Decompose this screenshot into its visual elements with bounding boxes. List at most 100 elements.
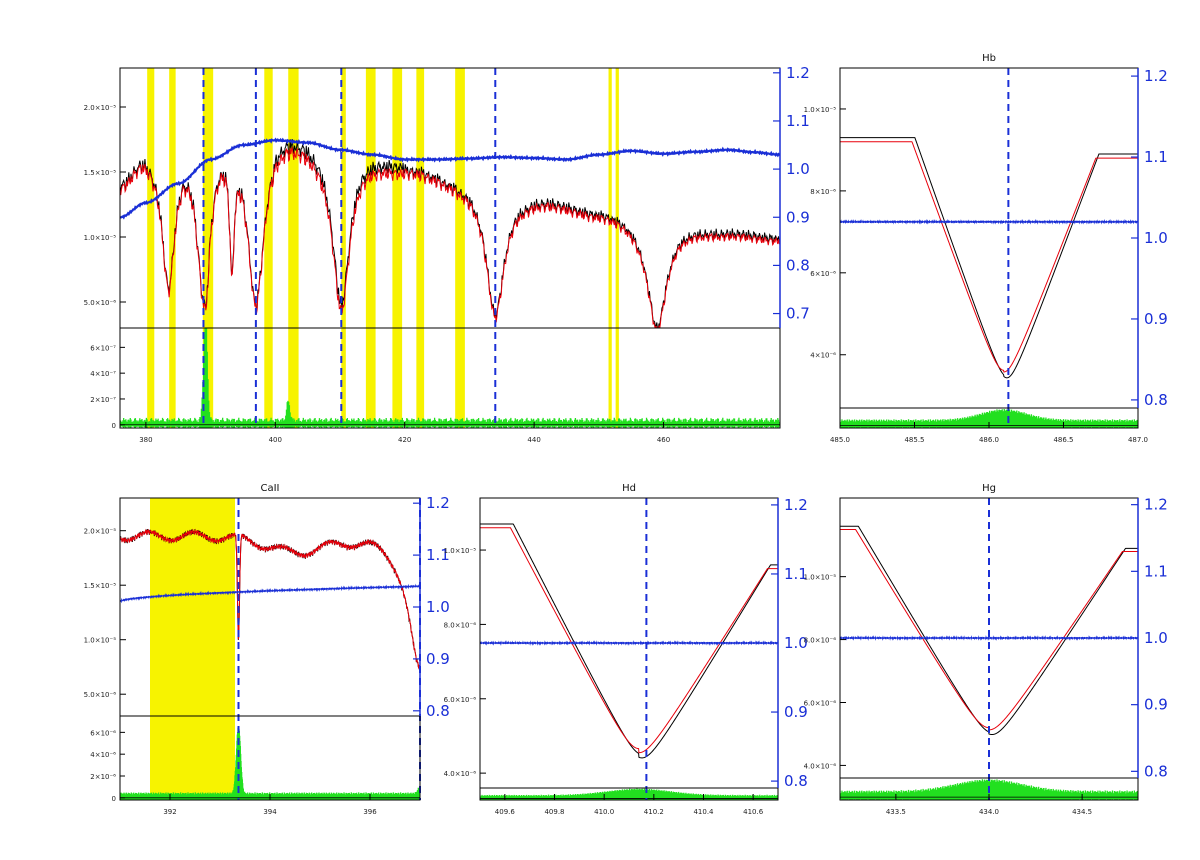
y-tick-label: 2.0×10⁻⁵ — [84, 528, 117, 536]
panel-title: CaII — [260, 483, 279, 494]
right-y-tick-label: 1.2 — [786, 64, 810, 82]
right-y-tick-label: 1.0 — [426, 598, 450, 616]
right-y-tick-label: 0.9 — [1144, 310, 1168, 328]
y-tick-label: 5.0×10⁻⁶ — [84, 691, 117, 699]
x-tick-label: 486.0 — [979, 436, 999, 444]
residual-band — [120, 726, 420, 800]
mask-band — [455, 68, 465, 428]
y-tick-label: 8×10⁻⁶ — [810, 188, 836, 196]
mask-band — [264, 68, 273, 428]
x-tick-label: 394 — [263, 808, 277, 816]
ratio-line — [480, 640, 778, 646]
right-y-tick-label: 1.2 — [784, 496, 808, 514]
y-tick-label: 8.0×10⁻⁶ — [804, 637, 837, 645]
residual-y-tick-label: 0 — [112, 795, 116, 803]
y-tick-label: 4.0×10⁻⁶ — [444, 770, 477, 778]
x-tick-label: 487.0 — [1128, 436, 1148, 444]
panel-full: 380 400 420 440 460 5.0×10⁻⁶ 1.0×10⁻⁵ 1.5×10⁻⁵ 2… — [84, 64, 810, 444]
right-y-tick-label: 1.0 — [1144, 229, 1168, 247]
right-y-tick-label: 0.8 — [1144, 391, 1168, 409]
right-y-tick-label: 0.8 — [426, 702, 450, 720]
mask-band — [365, 68, 376, 428]
x-tick-label: 486.5 — [1053, 436, 1073, 444]
mask-band — [147, 68, 155, 428]
mask-band — [608, 68, 612, 428]
y-tick-label: 5.0×10⁻⁶ — [84, 299, 117, 307]
panel-hd: 409.6 409.8 410.0 410.2 410.4 410.6 4.0×10⁻⁶ 6.… — [444, 483, 808, 816]
right-y-tick-label: 1.2 — [426, 494, 450, 512]
model-spectrum-line — [120, 146, 780, 328]
right-y-tick-label: 0.7 — [786, 305, 810, 323]
x-tick-label: 400 — [269, 436, 282, 444]
mask-band — [169, 68, 176, 428]
right-y-tick-label: 1.0 — [784, 634, 808, 652]
ratio-line — [840, 635, 1138, 641]
mask-band — [150, 498, 235, 800]
y-tick-label: 6.0×10⁻⁶ — [804, 699, 837, 707]
residual-y-tick-label: 0 — [112, 422, 116, 430]
residual-y-tick-label: 4×10⁻⁷ — [90, 370, 116, 378]
residual-band — [480, 788, 778, 800]
y-tick-label: 1.0×10⁻⁵ — [804, 106, 837, 114]
x-tick-label: 434.0 — [979, 808, 999, 816]
x-tick-label: 410.2 — [644, 808, 664, 816]
y-tick-label: 1.5×10⁻⁵ — [84, 169, 117, 177]
residual-band — [840, 779, 1138, 800]
mask-band — [615, 68, 619, 428]
mask-band — [416, 68, 425, 428]
right-y-tick-label: 0.8 — [786, 256, 810, 274]
right-y-tick-label: 1.0 — [786, 160, 810, 178]
right-y-tick-label: 1.1 — [1144, 562, 1168, 580]
observed-spectrum-line — [840, 137, 1138, 379]
ratio-line — [120, 137, 780, 220]
y-tick-label: 1.5×10⁻⁵ — [84, 582, 117, 590]
residual-y-tick-label: 2×10⁻⁶ — [90, 773, 116, 781]
observed-spectrum-line — [840, 525, 1138, 736]
x-tick-label: 410.4 — [693, 808, 714, 816]
ratio-line — [840, 218, 1138, 225]
y-tick-label: 2.0×10⁻⁵ — [84, 104, 117, 112]
right-y-tick-label: 0.9 — [784, 703, 808, 721]
right-y-tick-label: 1.1 — [786, 112, 810, 130]
y-tick-label: 1.0×10⁻⁵ — [444, 547, 477, 555]
ratio-line — [120, 583, 420, 604]
observed-spectrum-line — [480, 523, 778, 759]
panel-title: Hd — [622, 483, 636, 494]
y-tick-label: 1.0×10⁻⁵ — [84, 637, 117, 645]
right-y-tick-label: 0.8 — [784, 772, 808, 790]
panel-title: Hb — [982, 53, 996, 64]
y-tick-label: 1.0×10⁻⁵ — [84, 234, 117, 242]
observed-spectrum-line — [120, 139, 780, 328]
right-y-tick-label: 0.8 — [1144, 762, 1168, 780]
residual-band — [120, 328, 780, 428]
model-spectrum-line — [120, 528, 420, 670]
residual-y-tick-label: 4×10⁻⁶ — [90, 751, 116, 759]
residual-y-tick-label: 2×10⁻⁷ — [90, 396, 116, 404]
x-tick-label: 409.6 — [495, 808, 516, 816]
y-tick-label: 8.0×10⁻⁶ — [444, 621, 477, 629]
y-tick-label: 4×10⁻⁶ — [810, 352, 836, 360]
mask-band — [288, 68, 299, 428]
right-y-tick-label: 1.1 — [426, 546, 450, 564]
mask-band — [341, 68, 346, 428]
x-tick-label: 460 — [657, 436, 670, 444]
residual-y-tick-label: 6×10⁻⁶ — [90, 729, 116, 737]
mask-band — [202, 68, 214, 428]
mask-band — [392, 68, 403, 428]
x-tick-label: 380 — [139, 436, 152, 444]
panel-hg: 433.5 434.0 434.5 4.0×10⁻⁶ 6.0×10⁻⁶ 8.0×10⁻⁶ 1… — [804, 483, 1168, 816]
right-y-tick-label: 1.1 — [784, 565, 808, 583]
model-spectrum-line — [840, 141, 1138, 373]
right-y-tick-label: 0.9 — [786, 208, 810, 226]
x-tick-label: 396 — [363, 808, 377, 816]
x-tick-label: 434.5 — [1072, 808, 1092, 816]
x-tick-label: 485.0 — [830, 436, 850, 444]
right-y-tick-label: 1.1 — [1144, 148, 1168, 166]
right-y-tick-label: 0.9 — [1144, 696, 1168, 714]
model-spectrum-line — [480, 527, 778, 754]
y-tick-label: 4.0×10⁻⁶ — [804, 762, 837, 770]
x-tick-label: 440 — [527, 436, 540, 444]
x-tick-label: 409.8 — [544, 808, 564, 816]
x-tick-label: 485.5 — [904, 436, 924, 444]
panel-caii: 392 394 396 5.0×10⁻⁶ 1.0×10⁻⁵ 1.5×10⁻⁵ 2.0×10⁻… — [84, 483, 450, 816]
